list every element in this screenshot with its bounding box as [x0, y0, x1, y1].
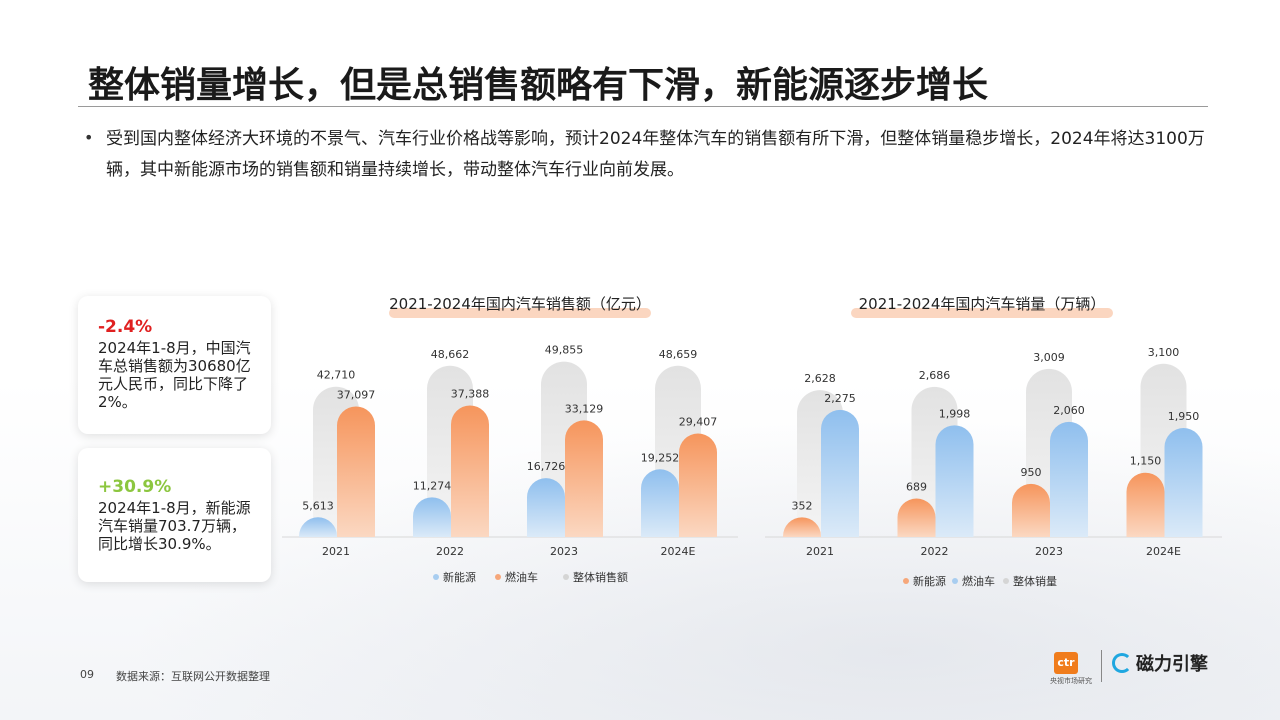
data-label-fuel: 2,275 [824, 392, 856, 405]
chart-title: 2021-2024年国内汽车销售额（亿元） [389, 295, 651, 313]
data-label-total: 48,659 [659, 348, 698, 361]
data-label-total: 3,009 [1033, 351, 1065, 364]
cili-logo-text: 磁力引擎 [1136, 654, 1208, 675]
ctr-logo-subtitle: 央视市场研究 [1050, 677, 1092, 685]
data-label-total: 48,662 [431, 348, 470, 361]
legend-marker [433, 574, 439, 580]
bullet-icon: • [84, 128, 94, 147]
chart-title: 2021-2024年国内汽车销量（万辆） [859, 295, 1106, 313]
legend-label: 整体销量 [1013, 574, 1057, 588]
data-label-nev: 950 [1021, 466, 1042, 479]
stat-card-nev: +30.9% 2024年1-8月，新能源汽车销量703.7万辆，同比增长30.9… [78, 448, 271, 582]
legend-label: 燃油车 [505, 570, 538, 584]
chart-title-highlight [389, 308, 651, 318]
bar-nev [641, 469, 679, 537]
bar-fuel [1050, 421, 1088, 537]
data-label-nev: 16,726 [527, 460, 566, 473]
bar-fuel [451, 405, 489, 537]
sales-amount-chart: 2021-2024年国内汽车销售额（亿元） 42,710 5,613 37,097 20… [282, 295, 738, 584]
data-source: 数据来源：互联网公开数据整理 [116, 670, 270, 683]
x-tick-label: 2022 [436, 545, 464, 558]
bar-nev [527, 478, 565, 537]
summary-text: 受到国内整体经济大环境的不景气、汽车行业价格战等影响，预计2024年整体汽车的销… [106, 129, 1205, 180]
legend-label: 燃油车 [962, 574, 995, 588]
legend-marker [1003, 578, 1009, 584]
data-label-total: 2,628 [804, 372, 836, 385]
page-number: 09 [80, 668, 94, 681]
data-label-fuel: 1,998 [939, 407, 971, 420]
stat-card-sales: -2.4% 2024年1-8月，中国汽车总销售额为30680亿元人民币，同比下降… [78, 296, 271, 434]
legend-marker [563, 574, 569, 580]
x-tick-label: 2022 [921, 545, 949, 558]
bar-fuel [1164, 428, 1203, 537]
data-label-nev: 1,150 [1130, 455, 1162, 468]
data-label-nev: 5,613 [302, 499, 334, 512]
x-tick-label: 2021 [806, 545, 834, 558]
x-tick-label: 2023 [550, 545, 578, 558]
data-label-fuel: 1,950 [1168, 410, 1200, 423]
bar-nev [413, 497, 451, 537]
cili-logo: 磁力引擎 [1112, 650, 1208, 676]
legend-label: 新能源 [913, 574, 946, 588]
chart-title-highlight [851, 308, 1113, 318]
data-label-total: 49,855 [545, 344, 584, 357]
data-label-fuel: 2,060 [1053, 404, 1085, 417]
bar-nev [1012, 483, 1050, 537]
data-label-nev: 11,274 [413, 479, 452, 492]
x-tick-label: 2023 [1035, 545, 1063, 558]
bar-nev [897, 498, 936, 537]
stat-card-nev-desc: 2024年1-8月，新能源汽车销量703.7万辆，同比增长30.9%。 [98, 499, 251, 553]
cili-logo-icon [1112, 653, 1132, 673]
stat-card-sales-percent: -2.4% [98, 317, 153, 337]
data-label-total: 3,100 [1148, 346, 1180, 359]
sales-volume-chart: 2021-2024年国内汽车销量（万辆） 2,628 352 2,275 2021 2,6… [765, 295, 1222, 588]
page-title: 整体销量增长，但是总销售额略有下滑，新能源逐步增长 [88, 65, 989, 106]
bar-fuel [821, 409, 859, 537]
x-tick-label: 2024E [1146, 545, 1181, 558]
legend-marker [495, 574, 501, 580]
data-label-nev: 19,252 [641, 451, 680, 464]
data-label-nev: 352 [792, 499, 813, 512]
bar-nev [783, 517, 821, 537]
ctr-logo: ctr [1054, 652, 1078, 674]
data-label-total: 42,710 [317, 369, 356, 382]
bar-fuel [679, 433, 717, 537]
data-label-nev: 689 [906, 480, 927, 493]
bar-nev [299, 517, 337, 537]
data-label-fuel: 33,129 [565, 402, 604, 415]
logo-divider [1101, 650, 1102, 682]
title-divider [78, 106, 1208, 107]
legend-label: 新能源 [443, 570, 476, 584]
stat-card-sales-desc: 2024年1-8月，中国汽车总销售额为30680亿元人民币，同比下降了2%。 [98, 339, 251, 411]
bar-fuel [565, 420, 603, 537]
legend-marker [952, 578, 958, 584]
x-tick-label: 2024E [661, 545, 696, 558]
data-label-fuel: 29,407 [679, 416, 718, 429]
bar-fuel [935, 425, 974, 537]
data-label-total: 2,686 [919, 369, 951, 382]
bar-nev [1126, 472, 1165, 537]
legend-label: 整体销售额 [573, 570, 628, 584]
stat-card-nev-percent: +30.9% [98, 477, 172, 497]
data-label-fuel: 37,097 [337, 388, 376, 401]
data-label-fuel: 37,388 [451, 387, 490, 400]
legend-marker [903, 578, 909, 584]
bar-fuel [337, 406, 375, 537]
x-tick-label: 2021 [322, 545, 350, 558]
